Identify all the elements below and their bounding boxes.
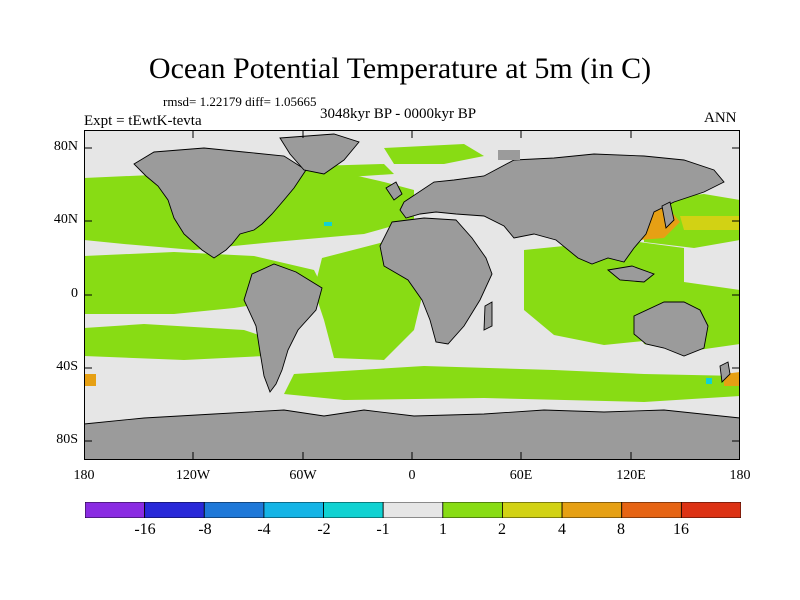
madagascar (483, 301, 493, 331)
greenland (279, 133, 360, 175)
tasman-cool-speck (706, 378, 712, 384)
temperature-anomaly-map (84, 130, 740, 460)
y-tick-label: 0 (71, 286, 78, 301)
colorbar (85, 502, 741, 518)
season-label: ANN (704, 110, 737, 126)
colorbar-swatch (263, 502, 324, 518)
colorbar-label: 16 (673, 521, 689, 538)
africa (379, 217, 493, 345)
colorbar-label: 8 (617, 521, 625, 538)
colorbar-swatch (203, 502, 265, 518)
colorbar-swatch (680, 502, 741, 518)
colorbar-label: -2 (317, 521, 331, 538)
japan (661, 201, 675, 229)
x-tick-label: 120E (616, 468, 646, 483)
colorbar-label: -4 (257, 521, 271, 538)
x-tick-label: 60W (289, 468, 317, 483)
cool-anomaly-regions (324, 222, 712, 384)
british-isles (385, 181, 403, 201)
eurasia (399, 153, 725, 265)
experiment-label: Expt = tEwtK-tevta (84, 113, 202, 129)
x-tick-label: 120W (175, 468, 211, 483)
colorbar-swatch (323, 502, 384, 518)
stats-label: rmsd= 1.22179 diff= 1.05665 (163, 94, 317, 109)
colorbar-label: -1 (376, 521, 390, 538)
colorbar-label: 4 (558, 521, 566, 538)
x-tick-label: 60E (509, 468, 533, 483)
atlantic-cool-speck (324, 222, 332, 226)
antarctica (84, 409, 740, 460)
y-tick-label: 80S (56, 432, 78, 447)
x-tick-label: 180 (73, 468, 95, 483)
x-tick-label: 0 (408, 468, 416, 483)
sea-ice-patch (498, 150, 520, 160)
colorbar-swatch (382, 502, 444, 518)
colorbar-swatch (85, 502, 146, 518)
north-america (133, 147, 307, 259)
y-tick-label: 80N (53, 139, 78, 154)
colorbar-swatch (144, 502, 205, 518)
colorbar-swatch (561, 502, 623, 518)
north-pacific-yellow-band (680, 216, 740, 230)
maritime-continent (606, 265, 655, 283)
colorbar-label: -8 (198, 521, 212, 538)
axis-ticks (84, 130, 740, 460)
arctic-band (384, 144, 484, 164)
y-tick-label: 40N (53, 212, 78, 227)
south-pacific-band (84, 324, 274, 360)
colorbar-swatch (502, 502, 563, 518)
dateline-hotspot (84, 374, 96, 386)
australia (633, 301, 709, 357)
chart-title: Ocean Potential Temperature at 5m (in C) (148, 52, 652, 85)
colorbar-label: 1 (439, 521, 447, 538)
new-zealand (719, 361, 731, 383)
colorbar-swatch (621, 502, 682, 518)
colorbar-swatch (442, 502, 503, 518)
southern-ocean-band (284, 366, 740, 402)
y-tick-label: 40S (56, 359, 78, 374)
colorbar-label: -16 (134, 521, 156, 538)
land-masses (84, 133, 740, 460)
period-label: 3048kyr BP - 0000kyr BP (320, 106, 477, 122)
x-tick-label: 180 (729, 468, 751, 483)
colorbar-label: 2 (498, 521, 506, 538)
south-america (243, 263, 323, 393)
